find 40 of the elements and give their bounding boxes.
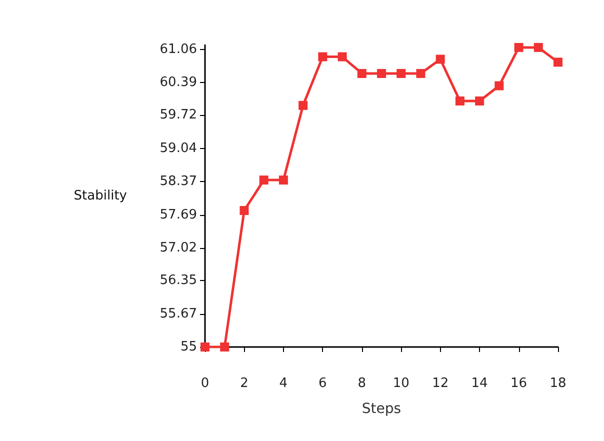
x-tick-label: 6 bbox=[318, 376, 327, 391]
point bbox=[455, 96, 464, 106]
point bbox=[377, 68, 386, 78]
x-tick-label: 8 bbox=[358, 376, 366, 391]
y-tick-label: 59.72 bbox=[160, 108, 197, 123]
x-tick-label: 18 bbox=[550, 376, 566, 391]
point bbox=[494, 81, 504, 90]
x-axis-title: Steps bbox=[362, 401, 402, 417]
x-tick-label: 4 bbox=[279, 376, 288, 391]
y-tick-label: 56.35 bbox=[160, 273, 197, 288]
point bbox=[514, 42, 524, 52]
x-tick-label: 0 bbox=[200, 376, 210, 391]
x-tick-label: 2 bbox=[240, 376, 248, 391]
y-tick-label: 57.02 bbox=[160, 240, 197, 256]
y-tick-label: 57.69 bbox=[160, 207, 197, 222]
point bbox=[534, 42, 543, 52]
point bbox=[318, 52, 328, 62]
y-tick-label: 61.06 bbox=[160, 42, 197, 57]
x-tick-label: 12 bbox=[432, 376, 449, 391]
point bbox=[436, 54, 445, 64]
y-tick-label: 58.37 bbox=[160, 174, 197, 190]
x-tick-label: 16 bbox=[510, 376, 528, 391]
y-tick-label: 55.67 bbox=[160, 306, 197, 322]
point bbox=[338, 52, 347, 62]
point bbox=[357, 68, 366, 78]
point bbox=[554, 58, 562, 67]
point bbox=[278, 176, 288, 185]
point bbox=[298, 100, 308, 110]
point bbox=[475, 96, 484, 106]
y-tick-label: 55 bbox=[180, 340, 197, 354]
point bbox=[220, 342, 230, 352]
point bbox=[259, 176, 268, 185]
x-tick-label: 14 bbox=[471, 376, 488, 391]
x-tick-label: 10 bbox=[392, 376, 410, 391]
point bbox=[240, 206, 249, 215]
point bbox=[396, 68, 406, 78]
y-tick-label: 59.04 bbox=[160, 141, 197, 156]
y-axis-title: Stability bbox=[74, 188, 128, 204]
point bbox=[416, 68, 426, 78]
y-tick-label: 60.39 bbox=[160, 74, 197, 90]
